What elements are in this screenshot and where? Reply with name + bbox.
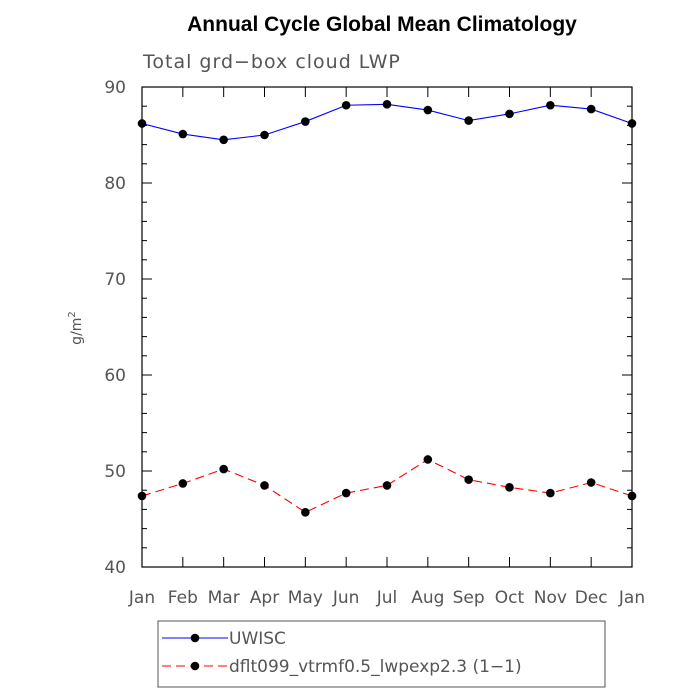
y-tick-label: 90 bbox=[104, 78, 126, 98]
data-point bbox=[627, 119, 637, 128]
y-tick-label: 40 bbox=[104, 558, 126, 578]
y-axis-ticks: 40 50 60 70 80 90 bbox=[104, 78, 632, 578]
x-tick-label: Oct bbox=[495, 588, 525, 608]
data-point bbox=[301, 117, 310, 126]
legend-label: UWISC bbox=[229, 629, 286, 649]
x-axis-ticks: Jan Feb Mar Apr May Jun Jul Aug Sep Oct Nov Dec Jan bbox=[128, 87, 645, 608]
legend-box bbox=[157, 620, 606, 688]
x-tick-label: Sep bbox=[453, 588, 485, 608]
x-tick-label: Feb bbox=[168, 588, 198, 608]
y-tick-label: 70 bbox=[104, 270, 126, 290]
legend-label: dflt099_vtrmf0.5_lwpexp2.3 (1−1) bbox=[229, 657, 522, 677]
chart-title: Annual Cycle Global Mean Climatology bbox=[187, 13, 577, 36]
data-point bbox=[423, 105, 433, 115]
data-point bbox=[301, 507, 310, 517]
y-axis-label-unit: g/m bbox=[69, 318, 85, 345]
chart-subtitle: Total grd−box cloud LWP bbox=[142, 51, 401, 73]
x-tick-label: Mar bbox=[208, 588, 240, 608]
x-tick-label: Nov bbox=[534, 588, 567, 608]
data-point bbox=[586, 104, 596, 114]
data-point bbox=[260, 130, 269, 140]
series-layer bbox=[137, 99, 637, 517]
data-point bbox=[464, 475, 473, 484]
legend-marker bbox=[190, 661, 200, 671]
data-point bbox=[586, 478, 596, 487]
x-tick-label: Jan bbox=[128, 588, 155, 608]
x-tick-label: Jan bbox=[618, 588, 645, 608]
y-axis-label: g/m2 bbox=[67, 311, 85, 345]
data-point bbox=[546, 488, 555, 498]
data-point bbox=[341, 488, 351, 498]
y-tick-label: 80 bbox=[104, 174, 126, 194]
x-tick-label: Jul bbox=[376, 588, 398, 608]
data-point bbox=[464, 116, 473, 125]
x-tick-label: Jun bbox=[332, 588, 360, 608]
data-point bbox=[260, 481, 269, 490]
data-point bbox=[382, 481, 392, 490]
data-point bbox=[341, 100, 351, 110]
x-tick-label: May bbox=[288, 588, 323, 608]
data-point bbox=[505, 483, 514, 492]
y-tick-label: 50 bbox=[104, 462, 126, 482]
data-point bbox=[423, 455, 433, 464]
x-tick-label: Aug bbox=[411, 588, 444, 608]
legend: UWISC dflt099_vtrmf0.5_lwpexp2.3 (1−1) bbox=[162, 629, 522, 677]
data-point bbox=[219, 464, 228, 474]
x-tick-label: Apr bbox=[250, 588, 279, 608]
data-point bbox=[137, 491, 147, 501]
data-point bbox=[382, 99, 392, 109]
data-point bbox=[505, 109, 514, 119]
data-point bbox=[178, 479, 188, 488]
data-point bbox=[178, 129, 188, 139]
plot-frame bbox=[141, 86, 633, 568]
data-point bbox=[137, 119, 147, 128]
y-axis-label-exponent: 2 bbox=[67, 311, 78, 317]
data-point bbox=[546, 100, 555, 110]
legend-marker bbox=[190, 633, 200, 643]
y-tick-label: 60 bbox=[104, 366, 126, 386]
x-tick-label: Dec bbox=[575, 588, 608, 608]
data-point bbox=[627, 491, 637, 501]
series-line-1 bbox=[141, 103, 633, 141]
data-point bbox=[219, 135, 228, 145]
